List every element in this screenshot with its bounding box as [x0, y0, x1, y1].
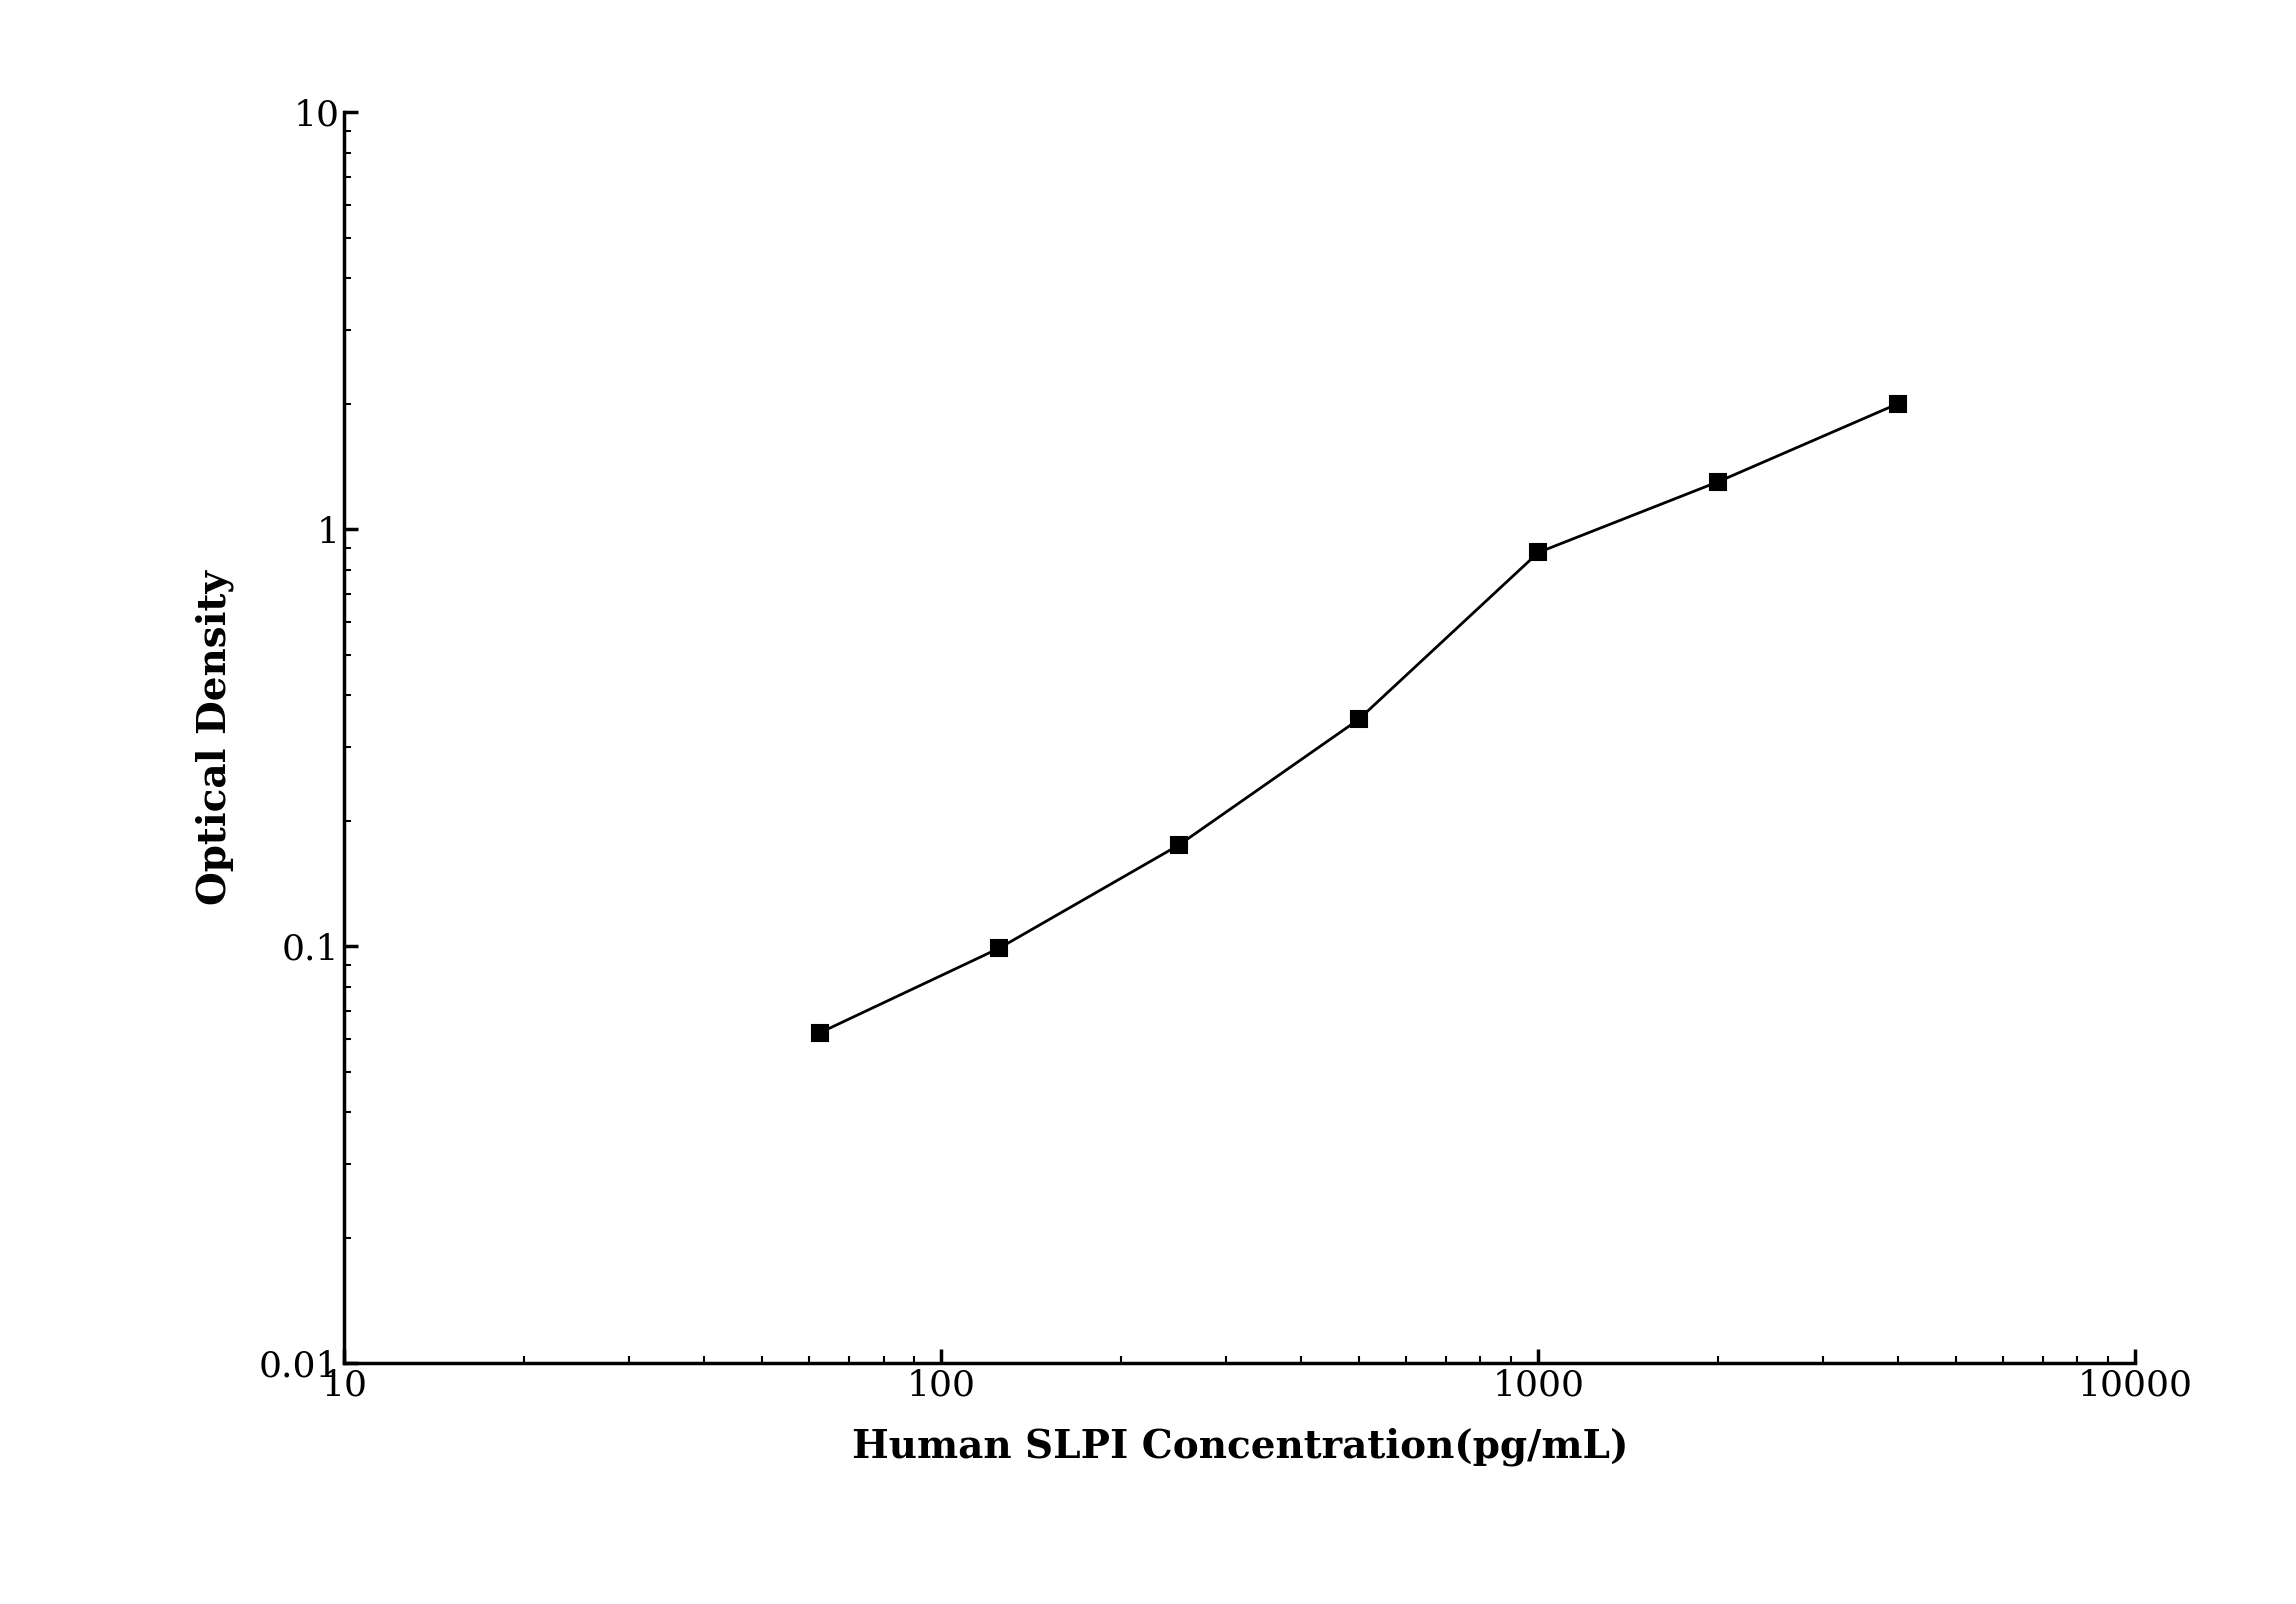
Y-axis label: Optical Density: Optical Density	[195, 571, 234, 905]
X-axis label: Human SLPI Concentration(pg/mL): Human SLPI Concentration(pg/mL)	[852, 1428, 1628, 1466]
